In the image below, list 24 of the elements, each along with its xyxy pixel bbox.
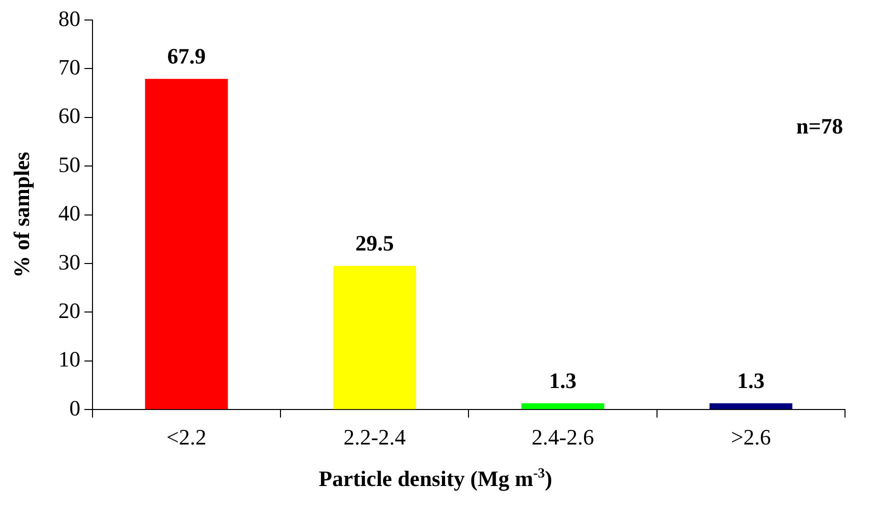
y-tick-label: 50 xyxy=(58,152,80,177)
bar xyxy=(521,403,604,410)
y-tick-label: 30 xyxy=(58,249,80,274)
y-axis-title: % of samples xyxy=(8,151,34,278)
x-tick-label: 2.2-2.4 xyxy=(343,424,406,450)
y-tick-label: 10 xyxy=(58,346,80,372)
data-label: 67.9 xyxy=(167,44,206,69)
y-tick-label: 0 xyxy=(69,395,80,420)
bar xyxy=(710,403,792,410)
data-label: 1.3 xyxy=(737,368,765,393)
data-label: 29.5 xyxy=(355,230,394,256)
y-tick-label: 70 xyxy=(58,54,80,80)
data-label: 1.3 xyxy=(549,368,577,393)
x-tick-label: >2.6 xyxy=(730,424,771,450)
y-tick-label: 40 xyxy=(58,200,80,226)
y-tick-label: 60 xyxy=(58,103,80,128)
y-tick-label: 20 xyxy=(58,298,80,323)
y-tick-label: 80 xyxy=(58,6,80,31)
x-axis-title: Particle density (Mg m$^{-3}$) xyxy=(318,466,554,492)
x-tick-label: <2.2 xyxy=(166,424,206,450)
annotation: n=78 xyxy=(796,114,843,139)
bar xyxy=(145,78,228,410)
bar xyxy=(333,266,416,410)
x-tick-label: 2.4-2.6 xyxy=(532,424,594,450)
